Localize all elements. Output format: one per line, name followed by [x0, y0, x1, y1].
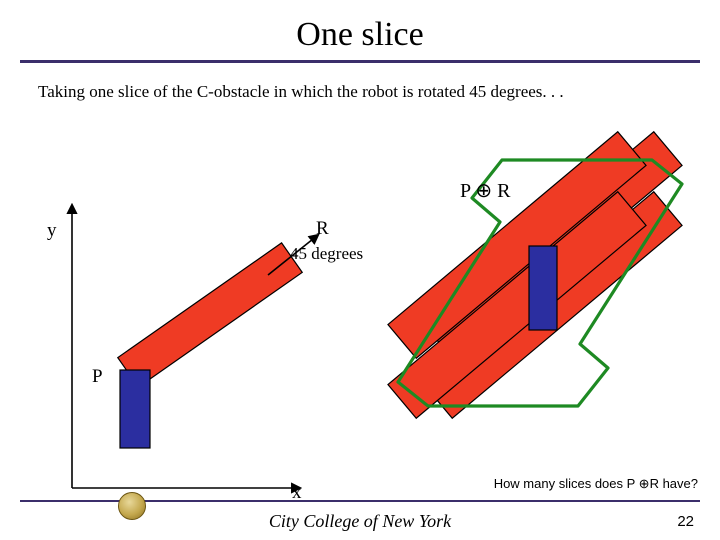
left-obstacle-bar — [118, 243, 302, 387]
p-label: P — [92, 366, 103, 388]
p-oplus-r-label: P ⊕ R — [460, 178, 510, 203]
diagram-canvas — [0, 0, 720, 540]
page-number: 22 — [677, 513, 694, 530]
deg45-label: 45 degrees — [290, 244, 363, 264]
footer-text: City College of New York — [0, 511, 720, 532]
y-axis-label: y — [47, 220, 57, 242]
r-label: R — [316, 218, 329, 240]
slide-question: How many slices does P ⊕R have? — [494, 476, 698, 492]
robot-right-rect — [529, 246, 557, 330]
robot-p-rect — [120, 370, 150, 448]
